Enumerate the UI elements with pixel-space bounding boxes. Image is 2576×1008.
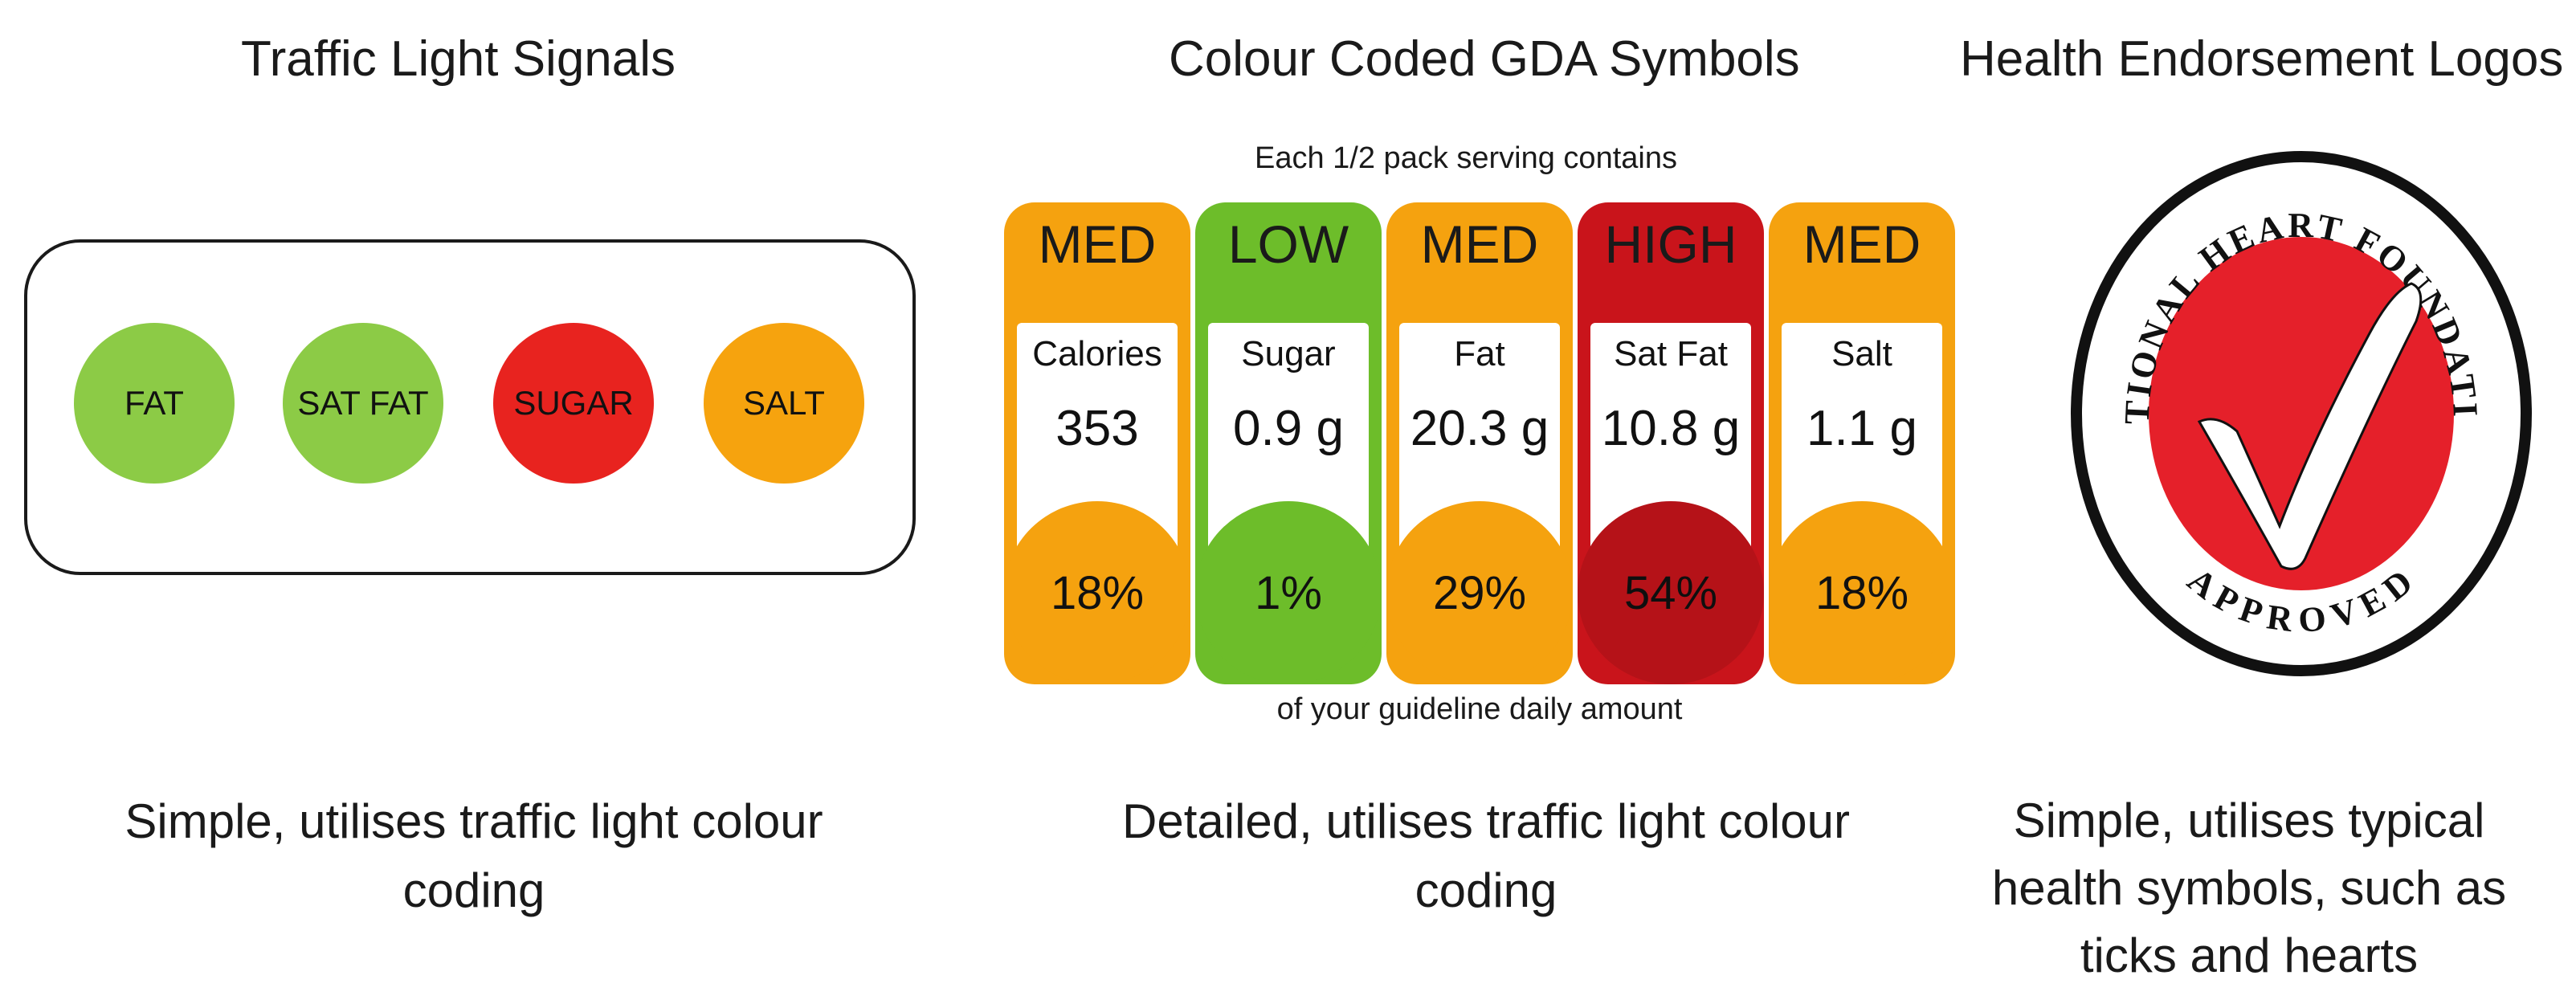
traffic-light-title: Traffic Light Signals bbox=[241, 31, 676, 87]
gda-title: Colour Coded GDA Symbols bbox=[1169, 31, 1800, 87]
gda-column-calories: MED Calories 353 18% bbox=[1004, 202, 1190, 684]
tick-icon bbox=[2197, 282, 2423, 570]
gda-nutrient-name: Calories bbox=[1032, 334, 1162, 373]
gda-nutrient-amount: 10.8 g bbox=[1601, 401, 1741, 456]
traffic-light-fat: FAT bbox=[74, 323, 235, 484]
gda-nutrient-amount: 20.3 g bbox=[1410, 401, 1549, 456]
gda-column-sat-fat: HIGH Sat Fat 10.8 g 54% bbox=[1578, 202, 1764, 684]
traffic-light-panel: FAT SAT FAT SUGAR SALT bbox=[24, 239, 916, 575]
gda-caption-line1: Detailed, utilises traffic light colour bbox=[1122, 794, 1850, 848]
gda-header-text: Each 1/2 pack serving contains bbox=[1255, 141, 1677, 175]
gda-percent-value: 18% bbox=[1815, 566, 1909, 619]
gda-nutrient-amount: 353 bbox=[1055, 401, 1139, 456]
gda-level-label: HIGH bbox=[1604, 214, 1737, 274]
gda-column-sugar: LOW Sugar 0.9 g 1% bbox=[1195, 202, 1382, 684]
health-endorsement-caption-line1: Simple, utilises typical bbox=[2013, 794, 2485, 847]
traffic-light-sugar: SUGAR bbox=[493, 323, 654, 484]
gda-percent-circle: 1% bbox=[1195, 501, 1382, 684]
gda-nutrient-name: Fat bbox=[1454, 334, 1505, 373]
gda-percent-value: 18% bbox=[1050, 566, 1145, 619]
gda-nutrient-amount: 1.1 g bbox=[1806, 401, 1917, 456]
health-endorsement-caption: Simple, utilises typical health symbols,… bbox=[1968, 787, 2530, 990]
gda-footer-text: of your guideline daily amount bbox=[1276, 692, 1683, 726]
gda-level-label: LOW bbox=[1227, 214, 1349, 274]
traffic-light-caption: Simple, utilises traffic light colour co… bbox=[48, 787, 900, 925]
gda-caption: Detailed, utilises traffic light colour … bbox=[1060, 787, 1912, 925]
traffic-light-caption-line2: coding bbox=[402, 863, 545, 917]
gda-caption-line2: coding bbox=[1415, 863, 1557, 917]
heart-foundation-logo: NATIONAL HEART FOUNDATION APPROVED bbox=[2064, 149, 2532, 676]
gda-percent-value: 29% bbox=[1432, 566, 1527, 619]
gda-percent-value: 1% bbox=[1255, 566, 1322, 619]
gda-level-label: MED bbox=[1038, 214, 1157, 274]
traffic-light-fat-label: FAT bbox=[125, 384, 184, 422]
gda-percent-circle: 18% bbox=[1769, 501, 1955, 684]
gda-column-fat: MED Fat 20.3 g 29% bbox=[1386, 202, 1573, 684]
traffic-light-sat-fat-label: SAT FAT bbox=[297, 384, 429, 422]
gda-nutrient-name: Sat Fat bbox=[1614, 334, 1728, 373]
traffic-light-salt: SALT bbox=[704, 323, 864, 484]
gda-nutrient-name: Salt bbox=[1831, 334, 1892, 373]
gda-level-label: MED bbox=[1420, 214, 1539, 274]
gda-percent-circle: 29% bbox=[1386, 501, 1573, 684]
health-endorsement-title: Health Endorsement Logos bbox=[1960, 31, 2564, 87]
health-endorsement-caption-line2: health symbols, such as bbox=[1991, 861, 2507, 915]
traffic-light-caption-line1: Simple, utilises traffic light colour bbox=[125, 794, 823, 848]
gda-percent-value: 54% bbox=[1623, 566, 1718, 619]
gda-column-salt: MED Salt 1.1 g 18% bbox=[1769, 202, 1955, 684]
gda-level-label: MED bbox=[1802, 214, 1921, 274]
gda-nutrient-name: Sugar bbox=[1241, 334, 1336, 373]
traffic-light-sat-fat: SAT FAT bbox=[283, 323, 443, 484]
gda-percent-circle: 54% bbox=[1578, 501, 1764, 684]
traffic-light-sugar-label: SUGAR bbox=[513, 384, 634, 422]
traffic-light-salt-label: SALT bbox=[743, 384, 825, 422]
health-endorsement-caption-line3: ticks and hearts bbox=[2080, 928, 2419, 982]
gda-nutrient-amount: 0.9 g bbox=[1233, 401, 1344, 456]
gda-percent-circle: 18% bbox=[1004, 501, 1190, 684]
